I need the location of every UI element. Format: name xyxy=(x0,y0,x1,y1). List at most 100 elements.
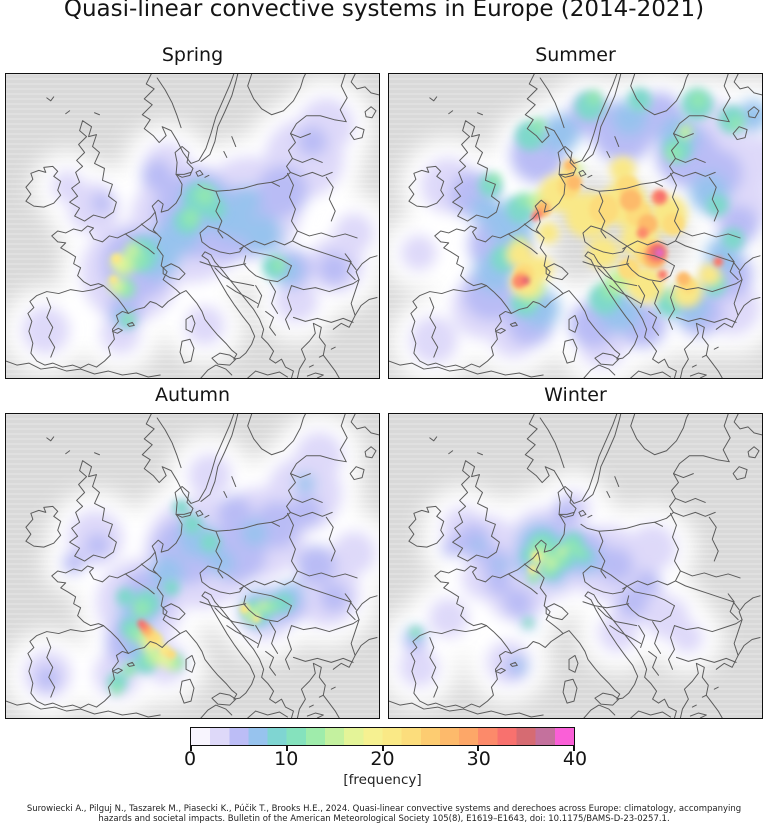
colorbar-tick-label: 40 xyxy=(562,748,588,770)
heat-blob xyxy=(493,558,508,572)
heat-blob xyxy=(634,569,661,596)
heat-blob xyxy=(676,271,691,286)
colorbar-tick-label: 30 xyxy=(466,748,491,770)
heat-blob xyxy=(512,658,527,673)
map-panel-spring xyxy=(5,73,380,379)
heat-blob xyxy=(216,495,253,532)
heat-blob xyxy=(62,552,85,574)
colorbar-tick-labels: 0 10 20 30 40 xyxy=(184,748,587,772)
heat-blob xyxy=(163,579,180,596)
heat-blob xyxy=(698,263,721,286)
heat-blob xyxy=(729,116,744,131)
heat-blob xyxy=(242,215,283,255)
heat-blob xyxy=(566,174,582,191)
heat-blob xyxy=(531,213,540,222)
heat-blob xyxy=(35,666,60,691)
heat-blob xyxy=(398,647,439,688)
heat-blob xyxy=(628,524,677,572)
panel-title-autumn: Autumn xyxy=(154,384,231,406)
heat-blob xyxy=(332,531,377,575)
heat-blob xyxy=(564,539,578,554)
map-panel-summer xyxy=(388,73,763,379)
heat-blob xyxy=(110,683,123,696)
heat-blob xyxy=(290,495,323,528)
colorbar-tick xyxy=(381,745,384,751)
heat-blob xyxy=(141,159,174,192)
heat-blob xyxy=(671,621,704,654)
heat-core-layer xyxy=(109,253,122,284)
heat-mid-layer xyxy=(108,182,287,329)
heat-blob xyxy=(662,213,685,235)
heat-blob xyxy=(182,209,200,227)
heat-blob xyxy=(586,236,619,269)
heat-blob xyxy=(659,271,666,278)
heat-blob xyxy=(636,226,649,239)
colorbar-tick-label: 0 xyxy=(183,748,197,770)
heat-blob xyxy=(297,126,328,157)
heat-blob xyxy=(109,275,118,284)
heat-blob xyxy=(239,603,250,614)
heat-blob xyxy=(545,557,558,569)
heat-blob xyxy=(91,193,112,214)
europe-map-autumn xyxy=(6,414,379,718)
heat-blob xyxy=(575,547,585,558)
heat-blob xyxy=(503,587,534,618)
heat-blob xyxy=(271,257,286,272)
colorbar-tick xyxy=(285,745,288,751)
heat-blob xyxy=(537,222,560,244)
heat-blob xyxy=(173,499,190,516)
panel-title-summer: Summer xyxy=(535,44,616,66)
heat-blob xyxy=(540,113,580,154)
citation-line-1: Surowiecki A., Pilguj N., Taszarek M., P… xyxy=(26,804,742,814)
heat-blob xyxy=(617,587,648,618)
heat-blob xyxy=(182,514,202,535)
heat-blob xyxy=(471,538,486,553)
heat-blob xyxy=(507,241,534,268)
heat-blob xyxy=(199,532,220,553)
colorbar-tick xyxy=(190,745,192,751)
citation: Surowiecki A., Pilguj N., Taszarek M., P… xyxy=(0,804,768,824)
heat-blob xyxy=(124,312,135,323)
heat-blob xyxy=(257,600,268,611)
panel-title-winter: Winter xyxy=(544,384,607,406)
heat-blob xyxy=(111,253,122,264)
heat-core-layer xyxy=(512,159,724,294)
heat-blob xyxy=(116,587,135,606)
heat-blob xyxy=(597,547,634,583)
heat-blob xyxy=(241,520,268,547)
heat-blob xyxy=(318,252,351,285)
heat-blob xyxy=(530,117,547,134)
colorbar-tick xyxy=(573,745,575,751)
heat-blob xyxy=(273,592,294,613)
colorbar-tick-label: 20 xyxy=(370,748,395,770)
heat-blob xyxy=(334,213,375,253)
heat-blob xyxy=(274,278,319,323)
heat-blob xyxy=(588,194,619,225)
heat-blob xyxy=(516,192,533,209)
colorbar-tick-label: 10 xyxy=(274,748,299,770)
panel-title-spring: Spring xyxy=(161,44,224,66)
heat-blob xyxy=(295,473,316,494)
heat-blob xyxy=(470,195,499,224)
heat-blob xyxy=(296,545,337,585)
heat-blob xyxy=(655,191,666,202)
heat-blob xyxy=(689,90,708,109)
heat-blob xyxy=(231,186,262,217)
heat-blob xyxy=(557,546,568,557)
heat-blob xyxy=(21,306,70,355)
europe-map-summer xyxy=(389,74,762,378)
heat-blob xyxy=(553,500,579,527)
figure-title: Quasi-linear convective systems in Europ… xyxy=(63,0,705,22)
heat-blob xyxy=(166,649,177,660)
heat-blob xyxy=(715,257,723,265)
heat-blob xyxy=(706,194,729,217)
heat-blob xyxy=(619,189,642,212)
colorbar xyxy=(190,727,575,751)
heat-blob xyxy=(617,257,640,280)
heat-blob xyxy=(428,597,469,638)
heat-blob xyxy=(597,612,638,653)
heat-blob xyxy=(441,539,460,558)
colorbar-gradient xyxy=(191,728,574,745)
heat-blob xyxy=(585,89,602,106)
heat-blob xyxy=(132,599,151,618)
